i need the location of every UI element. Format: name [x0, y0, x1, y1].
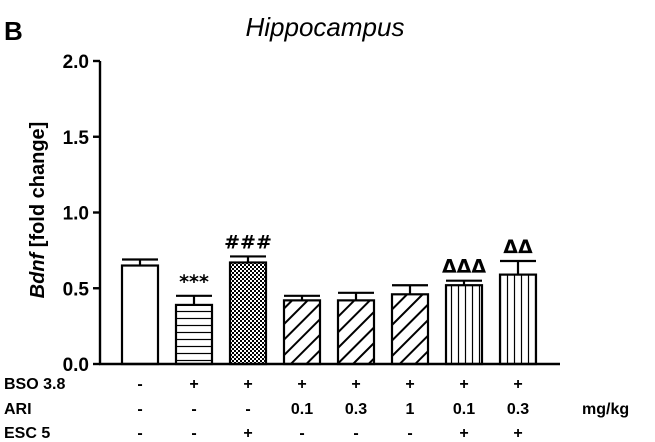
bar-group — [390, 284, 430, 366]
treatment-value: 0.1 — [291, 401, 313, 418]
treatment-value: + — [297, 376, 306, 393]
treatment-value: 0.1 — [453, 401, 475, 418]
units-label: mg/kg — [582, 401, 629, 418]
bar — [282, 299, 322, 366]
bar — [228, 261, 268, 366]
y-tick-label: 0.0 — [63, 355, 89, 376]
y-tick-label: 1.5 — [63, 128, 90, 149]
y-tick-label: 1.0 — [63, 204, 89, 225]
bar-group — [336, 291, 376, 366]
treatment-value: + — [459, 425, 468, 442]
y-tick-label: 0.5 — [63, 279, 90, 300]
treatment-value: - — [137, 425, 142, 442]
y-axis-label: Bdnf [fold change] — [27, 122, 49, 299]
bar-group: *** — [174, 271, 214, 366]
treatment-value: + — [513, 425, 522, 442]
significance-marker: ### — [224, 231, 272, 253]
treatment-row-label: ARI — [4, 401, 32, 418]
bar-group: ΔΔ — [498, 236, 538, 366]
significance-marker: ΔΔΔ — [442, 256, 486, 278]
treatment-value: + — [459, 376, 468, 393]
treatment-value: - — [137, 401, 142, 418]
significance-marker: *** — [179, 271, 209, 293]
treatment-table: BSO 3.8 - + + + + + + + ARI - - - 0.1 0.3 1 0.1 0.3 ESC 5 -… — [4, 376, 629, 442]
bar — [444, 284, 484, 366]
treatment-value: - — [137, 376, 142, 393]
bar — [498, 273, 538, 366]
svg-text:Bdnf [fold change]: Bdnf [fold change] — [27, 122, 49, 299]
y-tick-label: 2.0 — [63, 52, 89, 73]
treatment-value: - — [191, 401, 196, 418]
treatment-value: 0.3 — [345, 401, 367, 418]
bar — [174, 303, 214, 366]
bar — [120, 264, 160, 366]
bar — [336, 299, 376, 366]
treatment-value: + — [243, 376, 252, 393]
y-axis-label-gene: Bdnf — [27, 250, 49, 298]
panel-letter: B — [4, 16, 23, 46]
treatment-value: + — [243, 425, 252, 442]
treatment-value: - — [245, 401, 250, 418]
treatment-value: - — [191, 425, 196, 442]
treatment-value: - — [407, 425, 412, 442]
treatment-value: + — [351, 376, 360, 393]
treatment-value: + — [189, 376, 198, 393]
treatment-value: + — [513, 376, 522, 393]
significance-marker: ΔΔ — [503, 236, 533, 258]
treatment-value: - — [353, 425, 358, 442]
bar-group — [282, 294, 322, 366]
bar-group: ΔΔΔ — [442, 256, 486, 366]
chart-title: Hippocampus — [246, 12, 405, 42]
treatment-row-label: ESC 5 — [4, 425, 50, 442]
y-axis: 0.0 0.5 1.0 1.5 2.0 — [63, 52, 102, 376]
treatment-value: - — [299, 425, 304, 442]
bar-group — [120, 258, 160, 366]
treatment-row-label: BSO 3.8 — [4, 376, 65, 393]
bar — [390, 293, 430, 366]
treatment-value: + — [405, 376, 414, 393]
y-axis-label-unit: [fold change] — [27, 122, 49, 253]
treatment-value: 0.3 — [507, 401, 529, 418]
bar-group: ### — [224, 231, 272, 366]
treatment-value: 1 — [406, 401, 415, 418]
